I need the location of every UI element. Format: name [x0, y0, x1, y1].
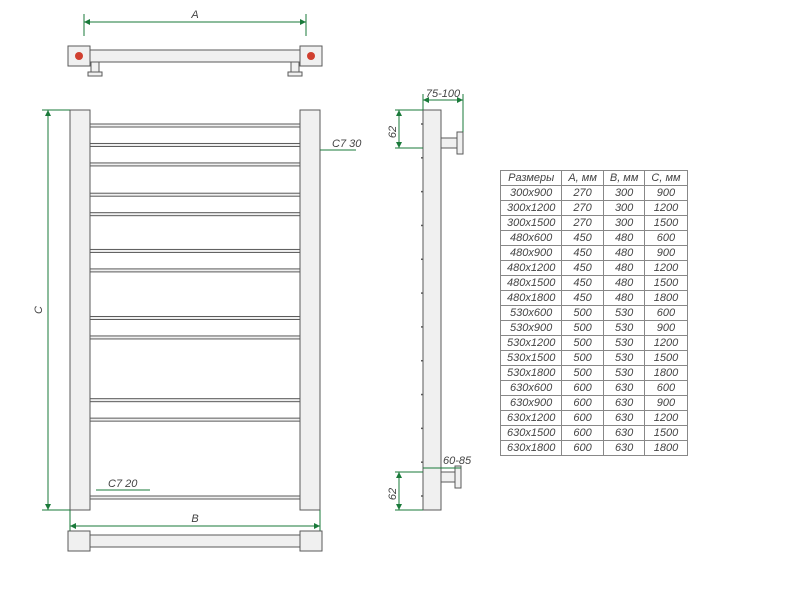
table-row: 630x18006006301800 [501, 441, 688, 456]
table-row: 530x15005005301500 [501, 351, 688, 366]
table-header: Размеры [501, 171, 562, 186]
table-row: 630x12006006301200 [501, 411, 688, 426]
svg-text:62: 62 [387, 126, 399, 138]
table-header: В, мм [603, 171, 645, 186]
svg-text:60-85: 60-85 [443, 455, 472, 467]
table-row: 480x900450480900 [501, 246, 688, 261]
table-header: А, мм [562, 171, 604, 186]
table-row: 300x900270300900 [501, 186, 688, 201]
table-row: 300x15002703001500 [501, 216, 688, 231]
table-row: 480x12004504801200 [501, 261, 688, 276]
table-row: 300x12002703001200 [501, 201, 688, 216]
svg-text:С7 20: С7 20 [108, 478, 138, 490]
table-row: 530x12005005301200 [501, 336, 688, 351]
table-row: 530x900500530900 [501, 321, 688, 336]
svg-text:75-100: 75-100 [426, 88, 461, 100]
svg-text:B: B [191, 513, 198, 525]
table-row: 530x18005005301800 [501, 366, 688, 381]
table-row: 630x600600630600 [501, 381, 688, 396]
svg-text:С7 30: С7 30 [332, 138, 362, 150]
size-table: РазмерыА, ммВ, ммС, мм300x90027030090030… [500, 170, 688, 456]
table-header: С, мм [645, 171, 687, 186]
svg-text:62: 62 [387, 488, 399, 500]
svg-text:C: C [33, 306, 45, 314]
table-row: 530x600500530600 [501, 306, 688, 321]
table-row: 480x18004504801800 [501, 291, 688, 306]
svg-text:A: A [190, 9, 198, 21]
table-row: 630x15006006301500 [501, 426, 688, 441]
table-row: 480x15004504801500 [501, 276, 688, 291]
table-row: 480x600450480600 [501, 231, 688, 246]
table-row: 630x900600630900 [501, 396, 688, 411]
